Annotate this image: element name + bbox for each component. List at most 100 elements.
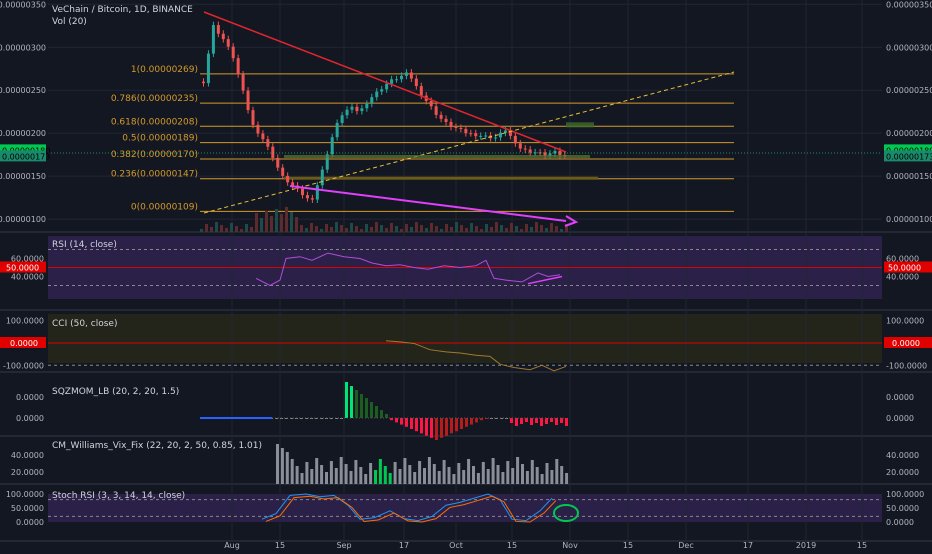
- candle-body: [216, 25, 220, 34]
- candle-body: [444, 118, 448, 122]
- candle-body: [206, 53, 210, 84]
- volume-bar: [540, 225, 543, 232]
- candle-body: [508, 130, 512, 136]
- sqzmom-bar: [415, 418, 418, 432]
- time-tick: Sep: [336, 541, 351, 550]
- candle-body: [271, 146, 275, 158]
- rsi-tick-right: 60.0000: [886, 255, 919, 264]
- volume-bar: [520, 229, 523, 232]
- sqzmom-tick-left: 0.0000: [16, 393, 44, 402]
- candle-body: [350, 106, 354, 110]
- candle-body: [434, 106, 438, 115]
- volume-bar: [530, 227, 533, 232]
- candle-body: [231, 46, 235, 59]
- wvf-bar: [516, 457, 520, 484]
- wvf-bar: [481, 462, 485, 484]
- sqzmom-bar: [370, 402, 373, 418]
- wvf-bar: [344, 464, 348, 484]
- volume-bar: [425, 228, 428, 232]
- rsi-tag-left: 50.0000: [6, 264, 39, 273]
- rsi-tick-left: 40.0000: [11, 273, 44, 282]
- wvf-bar: [491, 458, 495, 484]
- volume-bar: [480, 229, 483, 232]
- volume-bar: [230, 223, 233, 232]
- candle-body: [409, 72, 413, 79]
- wvf-bar: [398, 469, 402, 484]
- candle-body: [286, 175, 290, 183]
- candle-body: [320, 169, 324, 186]
- volume-bar: [535, 222, 538, 232]
- volume-bar: [300, 225, 303, 232]
- wvf-bar: [354, 460, 358, 484]
- stochrsi-label: Stoch RSI (3, 3, 14, 14, close): [52, 491, 186, 501]
- wvf-bar: [452, 474, 456, 484]
- volume-bar: [245, 224, 248, 232]
- wvf-bar: [462, 470, 466, 484]
- fib-level-label: 0.5(0.00000189): [122, 134, 198, 144]
- rsi-tag-left-bg: [0, 261, 46, 273]
- wvf-bar: [325, 472, 328, 484]
- descending-trendline: [203, 11, 567, 153]
- candle-body: [202, 81, 205, 84]
- volume-bar: [260, 218, 263, 232]
- candle-body: [494, 137, 498, 139]
- volume-bar: [550, 223, 553, 232]
- wvf-bar: [359, 467, 363, 484]
- candle-body: [236, 58, 240, 75]
- candle-body: [335, 122, 339, 138]
- sqzmom-bar: [305, 418, 308, 419]
- time-tick: Aug: [224, 541, 240, 550]
- sqzmom-bar: [395, 418, 398, 423]
- candle-body: [553, 150, 557, 154]
- wvf-bar: [310, 469, 314, 484]
- wvf-bar: [457, 463, 461, 484]
- candle-body: [454, 126, 458, 128]
- candle-body: [395, 79, 399, 81]
- candle-body: [484, 135, 488, 137]
- wvf-bar: [501, 472, 505, 484]
- volume-bar: [355, 226, 358, 232]
- time-tick: Oct: [449, 541, 463, 550]
- time-tick: Dec: [678, 541, 693, 550]
- volume-bar: [450, 227, 453, 232]
- sqzmom-bar: [445, 418, 448, 436]
- sqzmom-bar: [345, 382, 348, 418]
- volume-bar: [385, 228, 388, 232]
- candle-body: [370, 97, 374, 104]
- wvf-bar: [374, 470, 377, 484]
- wvf-bar: [334, 468, 338, 484]
- price-tick-right: 0.00000100: [886, 215, 932, 224]
- sqzmom-tick-right: 0.0000: [886, 393, 914, 402]
- fib-level-label: 1(0.00000269): [131, 65, 198, 75]
- cci-line: [385, 340, 567, 372]
- candle-body: [276, 157, 280, 168]
- candle-body: [528, 149, 532, 153]
- volume-bar: [270, 216, 273, 232]
- volume-bar: [500, 225, 503, 232]
- time-tick: 17: [743, 541, 753, 550]
- price-tick-left: 0.00000200: [0, 129, 46, 138]
- rsi-tick-right: 40.0000: [886, 273, 919, 282]
- wvf-bar: [506, 461, 510, 484]
- candle-body: [380, 89, 384, 92]
- price-band: [284, 155, 590, 158]
- sqzmom-bar: [485, 418, 488, 419]
- candle-body: [518, 143, 522, 149]
- volume-bar: [290, 212, 293, 232]
- candle-body: [291, 182, 295, 186]
- candle-body: [266, 139, 270, 147]
- candle-body: [226, 39, 230, 47]
- volume-bar: [410, 227, 413, 232]
- candle-body: [305, 195, 309, 199]
- rsi-tick-left: 60.0000: [11, 255, 44, 264]
- rsi-divergence-line: [527, 275, 563, 285]
- candle-body: [211, 25, 215, 54]
- price-tick-right: 0.00000300: [886, 43, 932, 52]
- wvf-bar: [285, 452, 289, 484]
- volume-bar: [505, 228, 508, 232]
- sqzmom-tick-right: 0.0000: [886, 414, 914, 423]
- cci-band: [48, 314, 882, 363]
- candle-body: [301, 188, 304, 196]
- sqzmom-bar: [560, 418, 563, 423]
